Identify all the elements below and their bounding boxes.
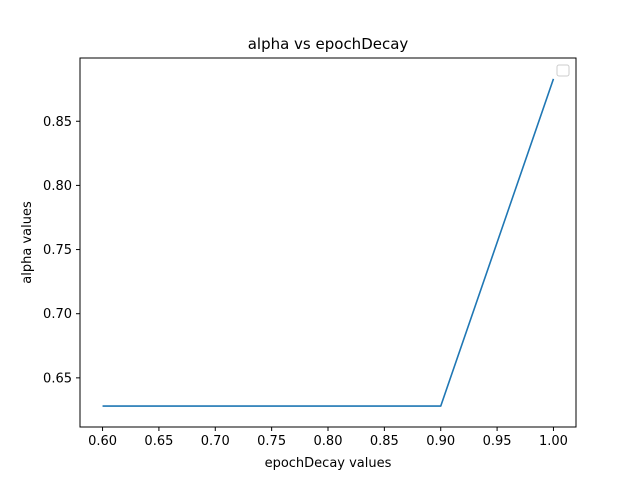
chart-title: alpha vs epochDecay (248, 35, 409, 53)
series-line (102, 78, 555, 407)
y-tick-label: 0.85 (43, 115, 72, 130)
x-tick-label: 0.70 (201, 434, 230, 449)
x-tick-label: 0.90 (426, 434, 455, 449)
x-tick-label: 0.75 (257, 434, 286, 449)
y-tick-label: 0.70 (43, 307, 72, 322)
legend-box (556, 64, 570, 77)
x-tick-label: 0.60 (88, 434, 117, 449)
plot-area: 0.60 0.65 0.70 0.75 0.80 0.85 0.90 0.95 1.00 0.65… (43, 57, 577, 449)
x-tick-label: 0.95 (483, 434, 512, 449)
y-axis-label: alpha values (20, 201, 35, 284)
y-tick-label: 0.65 (43, 371, 72, 386)
y-tick-label: 0.75 (43, 243, 72, 258)
x-tick-label: 0.80 (314, 434, 343, 449)
x-tick-label: 0.85 (370, 434, 399, 449)
x-tick-label: 0.65 (144, 434, 173, 449)
x-axis-label: epochDecay values (265, 456, 392, 471)
y-tick-label: 0.80 (43, 179, 72, 194)
x-tick-label: 1.00 (539, 434, 568, 449)
